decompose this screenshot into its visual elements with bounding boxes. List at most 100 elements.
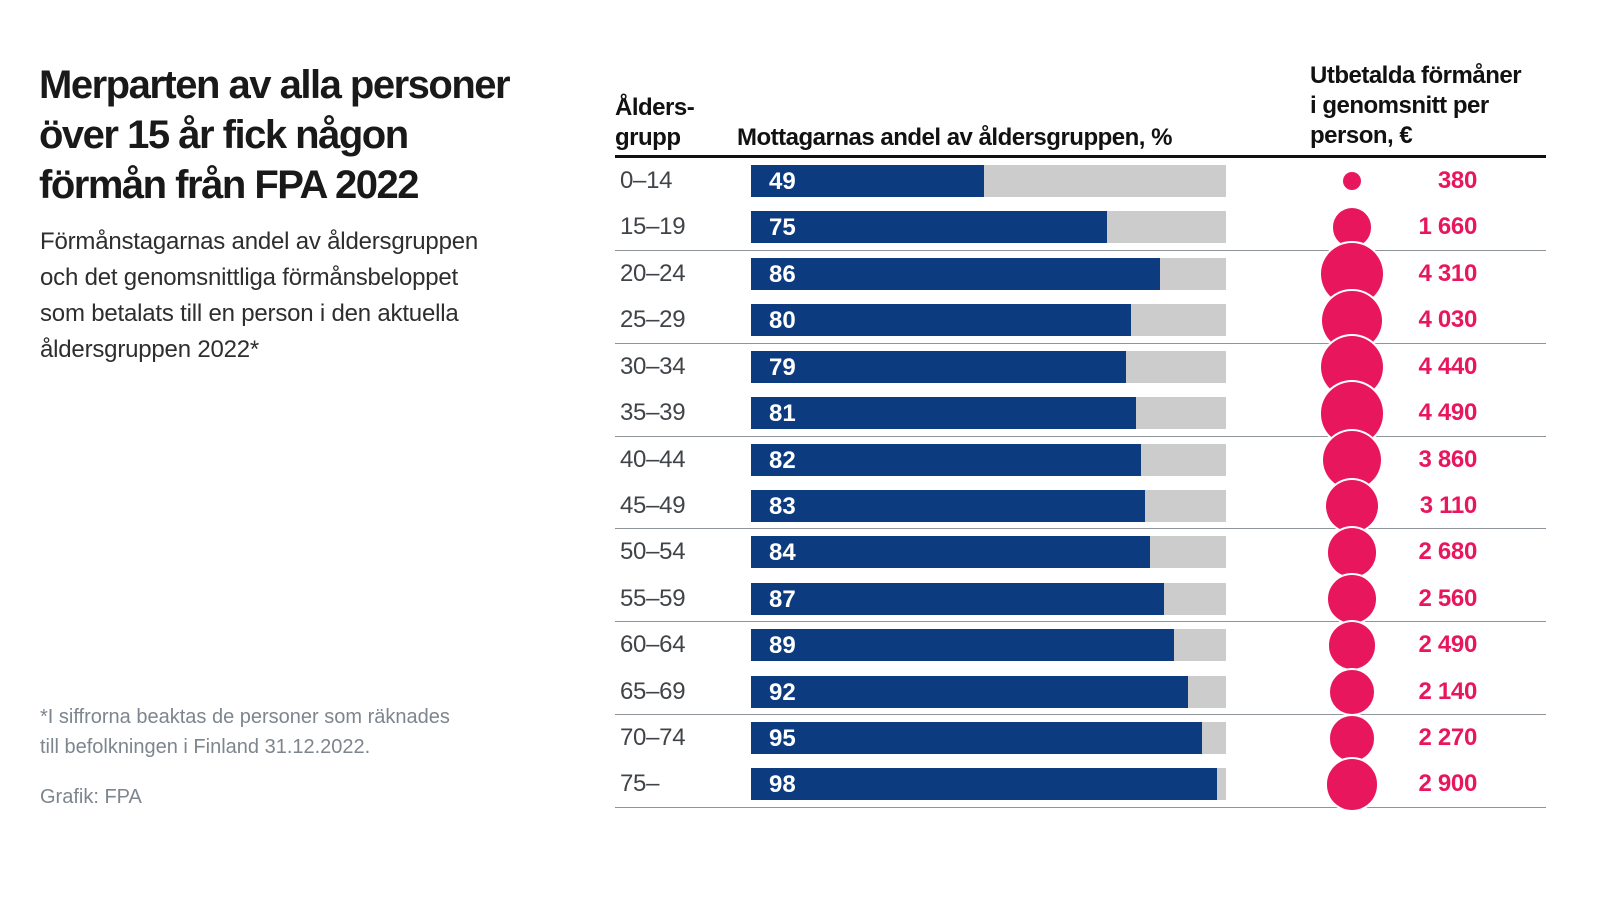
bar-percent-label: 86 (769, 260, 796, 288)
amount-label: 4 490 (1418, 399, 1477, 427)
credit-line: Grafik: FPA (40, 786, 142, 808)
bar-fill: 82 (751, 443, 1141, 476)
bar-fill: 80 (751, 304, 1131, 337)
bar-percent-label: 81 (769, 400, 796, 428)
table-row: 35–39 81 4 490 (615, 381, 1546, 445)
table-row: 45–49 83 3 110 (615, 479, 1546, 533)
header-rule (615, 155, 1546, 158)
benefit-table: 0–14 49 380 15–19 75 1 660 20–24 86 4 31… (615, 158, 1546, 810)
age-group-label: 55–59 (620, 584, 686, 612)
bar-track: 82 (751, 443, 1226, 476)
column-header-benefits: Utbetalda förmåner i genomsnitt per pers… (1310, 62, 1522, 149)
bar-fill: 92 (751, 675, 1188, 708)
amount-bubble (1332, 208, 1372, 247)
bar-fill: 95 (751, 722, 1203, 755)
bar-percent-label: 79 (769, 353, 796, 381)
table-row: 15–19 75 1 660 (615, 204, 1546, 250)
amount-label: 1 660 (1418, 213, 1477, 241)
amount-bubble (1330, 670, 1374, 714)
bar-fill: 98 (751, 768, 1217, 801)
bar-fill: 49 (751, 165, 984, 197)
bar-percent-label: 83 (769, 492, 796, 520)
bar-fill: 79 (751, 350, 1127, 383)
age-group-label: 0–14 (620, 167, 673, 194)
column-header-share: Mottagarnas andel av åldersgruppen, % (737, 124, 1172, 151)
page-subtitle: Förmånstagarnas andel av åldersgruppen o… (40, 228, 479, 363)
amount-bubble (1328, 621, 1376, 669)
amount-label: 2 900 (1418, 770, 1477, 798)
bar-percent-label: 49 (769, 168, 796, 195)
age-group-label: 25–29 (620, 306, 686, 334)
table-row: 75– 98 2 900 (615, 759, 1546, 810)
bar-percent-label: 92 (769, 678, 796, 706)
age-group-label: 70–74 (620, 724, 686, 752)
amount-label: 2 680 (1418, 538, 1477, 566)
bar-track: 89 (751, 629, 1226, 662)
bar-percent-label: 80 (769, 307, 796, 335)
bar-track: 92 (751, 675, 1226, 708)
age-group-label: 40–44 (620, 445, 686, 473)
table-row: 0–14 49 380 (615, 158, 1546, 204)
amount-bubble (1327, 528, 1377, 577)
bar-percent-label: 89 (769, 632, 796, 660)
amount-bubble (1328, 575, 1376, 623)
bar-track: 95 (751, 722, 1226, 755)
amount-label: 3 860 (1418, 445, 1477, 473)
amount-label: 2 490 (1418, 631, 1477, 659)
bar-percent-label: 98 (769, 771, 796, 799)
bar-percent-label: 75 (769, 214, 796, 242)
amount-label: 380 (1437, 167, 1477, 194)
bar-fill: 83 (751, 489, 1146, 522)
table-row: 60–64 89 2 490 (615, 621, 1546, 669)
amount-label: 4 030 (1418, 306, 1477, 334)
bar-fill: 84 (751, 536, 1150, 569)
bar-track: 83 (751, 489, 1226, 522)
bar-fill: 81 (751, 397, 1136, 430)
bar-track: 79 (751, 350, 1226, 383)
table-row: 55–59 87 2 560 (615, 575, 1546, 623)
table-row: 40–44 82 3 860 (615, 430, 1546, 489)
age-group-label: 60–64 (620, 631, 686, 659)
bar-percent-label: 82 (769, 446, 796, 474)
amount-bubble (1326, 759, 1378, 810)
table-row: 70–74 95 2 270 (615, 715, 1546, 761)
age-group-label: 50–54 (620, 538, 686, 566)
table-row: 20–24 86 4 310 (615, 243, 1546, 305)
age-group-label: 75– (620, 770, 660, 798)
table-row: 65–69 92 2 140 (615, 669, 1546, 715)
bar-track: 98 (751, 768, 1226, 801)
amount-label: 4 310 (1418, 259, 1477, 287)
amount-bubble (1329, 715, 1375, 761)
bar-fill: 89 (751, 629, 1174, 662)
table-row: 30–34 79 4 440 (615, 335, 1546, 399)
amount-label: 3 110 (1419, 491, 1478, 519)
amount-label: 4 440 (1418, 352, 1477, 380)
bar-track: 87 (751, 582, 1226, 615)
amount-bubble (1325, 479, 1379, 533)
amount-bubble (1342, 172, 1362, 191)
bar-track: 81 (751, 397, 1226, 430)
bar-percent-label: 95 (769, 725, 796, 753)
bar-fill: 86 (751, 257, 1160, 290)
bar-percent-label: 87 (769, 585, 796, 613)
column-header-age-group: Ålders- grupp (615, 94, 695, 151)
amount-bubble (1322, 430, 1382, 489)
age-group-label: 20–24 (620, 259, 686, 287)
amount-label: 2 270 (1418, 724, 1477, 752)
bar-track: 49 (751, 165, 1226, 197)
footnote: *I siffrorna beaktas de personer som räk… (40, 706, 450, 758)
amount-label: 2 560 (1418, 584, 1477, 612)
age-group-label: 15–19 (620, 213, 686, 241)
amount-label: 2 140 (1418, 677, 1477, 705)
bar-track: 80 (751, 304, 1226, 337)
bar-track: 75 (751, 211, 1226, 244)
age-group-label: 45–49 (620, 491, 686, 519)
page-title: Merparten av alla personer över 15 år fi… (39, 63, 511, 207)
bar-fill: 75 (751, 211, 1108, 244)
table-row: 50–54 84 2 680 (615, 528, 1546, 577)
bar-track: 84 (751, 536, 1226, 569)
age-group-label: 35–39 (620, 399, 686, 427)
bar-percent-label: 84 (769, 539, 796, 567)
bar-fill: 87 (751, 582, 1165, 615)
